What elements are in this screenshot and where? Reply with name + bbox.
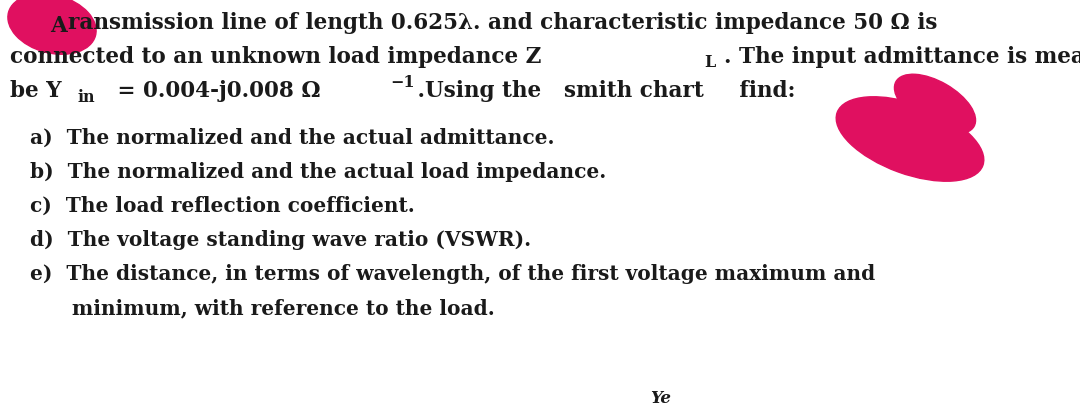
Text: c)  The load reflection coefficient.: c) The load reflection coefficient. [30, 196, 415, 215]
Text: ransmission line of length 0.625λ. and characteristic impedance 50 Ω is: ransmission line of length 0.625λ. and c… [68, 12, 937, 34]
Text: L: L [704, 54, 715, 71]
Text: . The input admittance is measured to: . The input admittance is measured to [724, 46, 1080, 68]
Text: Ye: Ye [650, 389, 671, 405]
Text: d)  The voltage standing wave ratio (VSWR).: d) The voltage standing wave ratio (VSWR… [30, 230, 531, 249]
Text: smith chart: smith chart [564, 80, 704, 102]
Text: A: A [50, 15, 67, 37]
Text: minimum, with reference to the load.: minimum, with reference to the load. [30, 297, 495, 317]
Ellipse shape [8, 0, 96, 55]
Text: e)  The distance, in terms of wavelength, of the first voltage maximum and: e) The distance, in terms of wavelength,… [30, 263, 875, 284]
Ellipse shape [894, 75, 975, 134]
Text: b)  The normalized and the actual load impedance.: b) The normalized and the actual load im… [30, 162, 606, 181]
Text: connected to an unknown load impedance Z: connected to an unknown load impedance Z [10, 46, 541, 68]
Text: .Using the: .Using the [410, 80, 549, 102]
Text: in: in [78, 89, 96, 106]
Text: find:: find: [732, 80, 796, 102]
Text: = 0.004-j0.008 Ω: = 0.004-j0.008 Ω [110, 80, 321, 102]
Text: a)  The normalized and the actual admittance.: a) The normalized and the actual admitta… [30, 128, 554, 148]
Ellipse shape [836, 98, 984, 182]
Text: be Y: be Y [10, 80, 62, 102]
Text: −1: −1 [390, 74, 415, 91]
